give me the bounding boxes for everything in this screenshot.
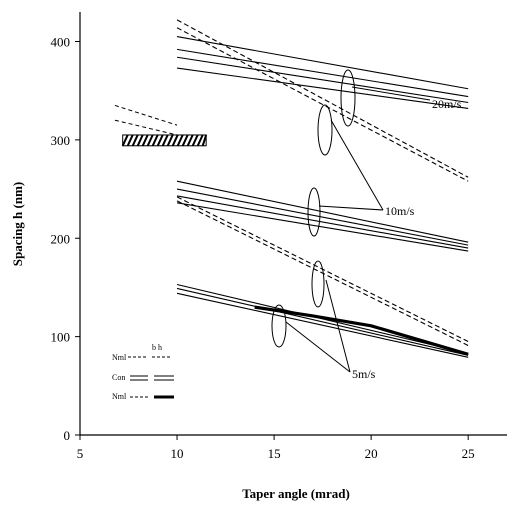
legend-label-1: Nml (112, 353, 127, 362)
x-tick-label-25: 25 (462, 446, 475, 461)
legend-label-3: Nml (112, 392, 127, 401)
inset-hatch-stroke (166, 134, 174, 147)
inset-hatch-stroke (141, 134, 149, 147)
ticks: 5 10 15 20 25 0 100 200 300 400 (51, 35, 475, 461)
series-line-3 (176, 67, 469, 109)
series-line-7 (176, 188, 469, 246)
annotation-group: 20m/s 10m/s 5m/s (271, 69, 462, 381)
annotation-5ms-leader-a (285, 321, 351, 373)
inset-dashed-line-0 (114, 104, 178, 126)
inset-hatched-band (122, 134, 207, 147)
series-line-2 (176, 56, 469, 104)
annotation-5ms: 5m/s (352, 367, 376, 381)
annotation-10ms-leader-b-ellipse (307, 187, 321, 237)
annotation-20ms-leader-ellipse (340, 69, 356, 127)
annotation-10ms-leader-a (330, 119, 384, 211)
inset-dashed-line-1 (114, 119, 178, 136)
axes (79, 12, 507, 436)
series-line-14 (176, 292, 469, 358)
inset-hatch-stroke (156, 134, 164, 147)
series-group (176, 19, 469, 358)
inset-hatch-stroke (181, 134, 189, 147)
series-line-9 (176, 202, 469, 252)
legend: b h Nml Con Nml (112, 343, 174, 401)
annotation-20ms: 20m/s (432, 97, 462, 111)
series-line-8 (176, 195, 469, 249)
series-line-0 (176, 36, 469, 90)
series-line-11 (176, 200, 469, 346)
y-tick-label-200: 200 (51, 231, 71, 246)
x-axis-title: Taper angle (mrad) (242, 486, 350, 501)
y-tick-label-400: 400 (51, 35, 71, 50)
inset-hatch-stroke (186, 134, 194, 147)
annotation-5ms-leader-a-ellipse (271, 304, 287, 348)
inset-hatch-stroke (121, 134, 129, 147)
x-tick-label-5: 5 (77, 446, 84, 461)
annotation-20ms-leader (351, 86, 431, 101)
series-line-5 (176, 27, 469, 182)
y-tick-label-300: 300 (51, 133, 71, 148)
annotation-10ms: 10m/s (385, 204, 415, 218)
y-tick-label-0: 0 (64, 428, 71, 443)
annotation-10ms-leader-a-ellipse (317, 104, 333, 156)
inset-hatch-stroke (201, 134, 208, 147)
annotation-5ms-leader-b (325, 279, 351, 373)
series-line-1 (176, 48, 469, 98)
inset-group (114, 104, 208, 147)
x-tick-label-20: 20 (365, 446, 378, 461)
inset-hatch-stroke (151, 134, 159, 147)
series-line-6 (176, 180, 469, 243)
inset-hatch-stroke (126, 134, 134, 147)
x-tick-label-10: 10 (171, 446, 184, 461)
annotation-5ms-leader-b-ellipse (311, 260, 325, 308)
series-line-13 (176, 287, 469, 356)
inset-hatch-stroke (171, 134, 179, 147)
inset-hatch-stroke (161, 134, 169, 147)
inset-hatch-stroke (196, 134, 204, 147)
inset-hatch-stroke (136, 134, 144, 147)
inset-hatch-stroke (146, 134, 154, 147)
series-line-4 (176, 19, 469, 178)
x-tick-label-15: 15 (268, 446, 281, 461)
legend-label-2: Con (112, 373, 125, 382)
y-axis-title: Spacing h (nm) (10, 182, 25, 267)
y-tick-label-100: 100 (51, 330, 71, 345)
legend-header: b h (152, 343, 162, 352)
inset-hatch-stroke (176, 134, 184, 147)
inset-hatch-stroke (191, 134, 199, 147)
inset-hatch-stroke (131, 134, 139, 147)
annotation-10ms-leader-b (318, 205, 384, 211)
